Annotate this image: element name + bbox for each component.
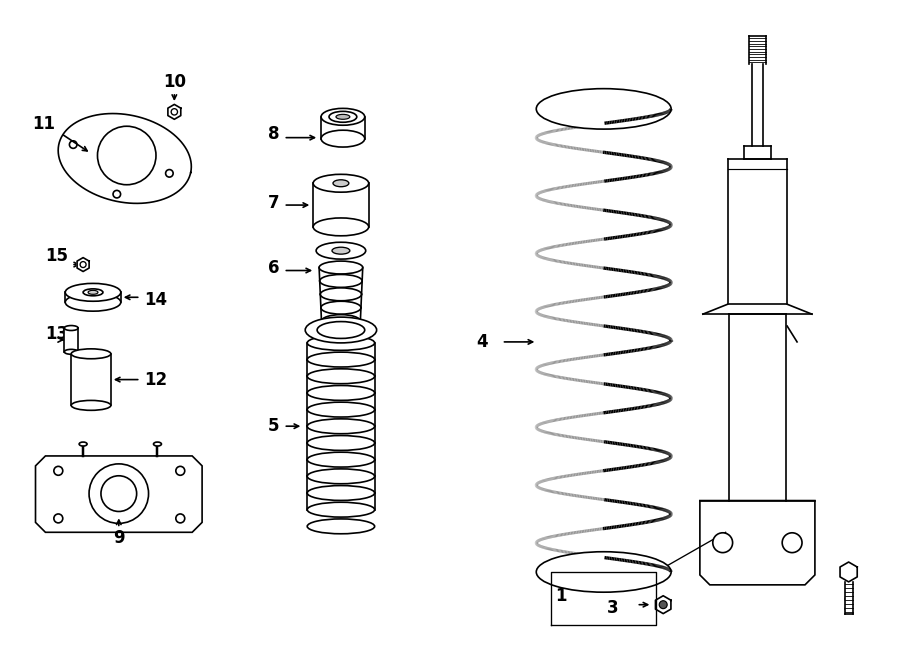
Ellipse shape xyxy=(305,317,376,343)
Ellipse shape xyxy=(307,502,374,517)
Polygon shape xyxy=(320,267,363,281)
Polygon shape xyxy=(307,493,374,510)
Ellipse shape xyxy=(320,261,363,274)
Polygon shape xyxy=(840,562,857,582)
Ellipse shape xyxy=(329,111,356,122)
Ellipse shape xyxy=(83,289,103,296)
Ellipse shape xyxy=(536,89,671,129)
Polygon shape xyxy=(749,36,766,64)
Polygon shape xyxy=(64,328,78,352)
Ellipse shape xyxy=(307,419,374,434)
Polygon shape xyxy=(743,146,771,160)
Text: 5: 5 xyxy=(268,417,279,435)
Polygon shape xyxy=(320,295,362,308)
Text: 14: 14 xyxy=(145,291,167,309)
Polygon shape xyxy=(307,410,374,426)
Polygon shape xyxy=(307,376,374,393)
Polygon shape xyxy=(703,305,812,314)
Text: 15: 15 xyxy=(45,247,68,265)
Polygon shape xyxy=(168,105,181,119)
Ellipse shape xyxy=(154,442,161,446)
Ellipse shape xyxy=(320,288,362,301)
Ellipse shape xyxy=(71,349,111,359)
Ellipse shape xyxy=(88,291,98,295)
Polygon shape xyxy=(728,160,788,305)
Polygon shape xyxy=(700,500,814,585)
Polygon shape xyxy=(655,596,670,614)
Ellipse shape xyxy=(321,314,360,328)
Ellipse shape xyxy=(333,180,349,187)
Polygon shape xyxy=(35,456,202,532)
Circle shape xyxy=(659,600,667,608)
Polygon shape xyxy=(66,293,121,303)
Ellipse shape xyxy=(320,275,362,287)
Text: 11: 11 xyxy=(32,115,55,133)
Polygon shape xyxy=(307,359,374,376)
Ellipse shape xyxy=(64,326,78,330)
Polygon shape xyxy=(729,314,787,500)
Ellipse shape xyxy=(66,283,121,301)
Ellipse shape xyxy=(307,369,374,384)
Ellipse shape xyxy=(307,352,374,367)
Polygon shape xyxy=(307,393,374,410)
Text: 8: 8 xyxy=(268,124,279,143)
Circle shape xyxy=(713,533,733,553)
Polygon shape xyxy=(307,426,374,443)
Ellipse shape xyxy=(313,174,369,192)
Ellipse shape xyxy=(307,385,374,401)
Polygon shape xyxy=(321,308,361,321)
Ellipse shape xyxy=(307,452,374,467)
Polygon shape xyxy=(320,281,362,295)
Text: 7: 7 xyxy=(268,194,279,212)
Text: 9: 9 xyxy=(113,529,124,547)
Circle shape xyxy=(782,533,802,553)
Text: 6: 6 xyxy=(268,259,279,277)
Polygon shape xyxy=(71,354,111,405)
Ellipse shape xyxy=(313,218,369,236)
Ellipse shape xyxy=(307,336,374,350)
Ellipse shape xyxy=(317,322,364,338)
Ellipse shape xyxy=(307,519,374,534)
Ellipse shape xyxy=(321,109,365,125)
Ellipse shape xyxy=(66,293,121,311)
Ellipse shape xyxy=(336,115,350,119)
Polygon shape xyxy=(845,582,852,614)
Ellipse shape xyxy=(79,442,87,446)
Polygon shape xyxy=(307,459,374,477)
Ellipse shape xyxy=(332,247,350,254)
Ellipse shape xyxy=(321,301,361,314)
Polygon shape xyxy=(77,258,89,271)
Ellipse shape xyxy=(316,242,365,259)
Text: 10: 10 xyxy=(163,73,185,91)
Text: 12: 12 xyxy=(145,371,167,389)
Polygon shape xyxy=(752,64,763,146)
Ellipse shape xyxy=(71,401,111,410)
Text: 13: 13 xyxy=(45,325,68,343)
Text: 2: 2 xyxy=(842,596,854,614)
Polygon shape xyxy=(307,443,374,459)
Ellipse shape xyxy=(321,130,365,147)
Text: 3: 3 xyxy=(607,598,618,617)
Ellipse shape xyxy=(307,469,374,484)
Ellipse shape xyxy=(307,436,374,450)
Ellipse shape xyxy=(307,485,374,500)
Ellipse shape xyxy=(536,551,671,592)
Polygon shape xyxy=(58,114,192,203)
Ellipse shape xyxy=(307,402,374,417)
Ellipse shape xyxy=(64,350,78,354)
Text: 4: 4 xyxy=(476,333,488,351)
Text: 1: 1 xyxy=(555,587,567,605)
Polygon shape xyxy=(307,477,374,493)
Polygon shape xyxy=(307,343,374,359)
Polygon shape xyxy=(313,183,369,227)
